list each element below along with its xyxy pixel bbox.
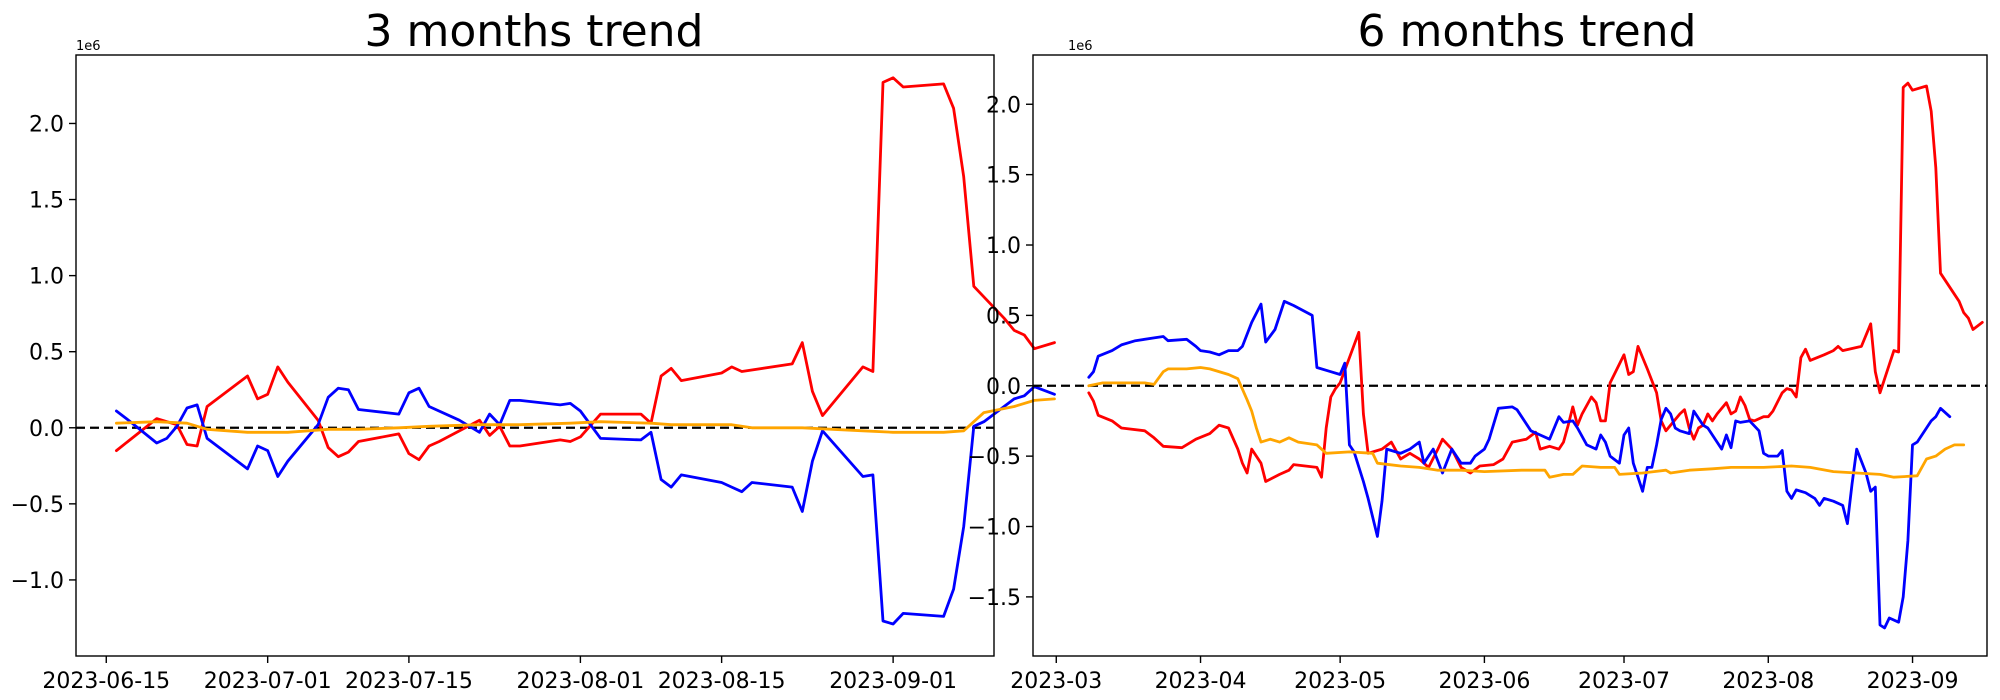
series-line-0 (115, 76, 1056, 462)
y-tick-label: 2.0 (29, 112, 64, 137)
series-line-2 (1087, 366, 1966, 479)
y-tick-label: 1.5 (986, 164, 1021, 189)
x-tick-label: 2023-06-15 (42, 669, 170, 694)
x-tick-label: 2023-08 (1722, 669, 1814, 694)
series-line-1 (115, 385, 1056, 626)
x-tick-label: 2023-03 (1010, 669, 1102, 694)
x-tick-label: 2023-06 (1438, 669, 1530, 694)
series-line-1 (1087, 299, 1952, 630)
y-tick-label: −1.0 (968, 516, 1021, 541)
y-tick-label: −0.5 (968, 445, 1021, 470)
y-tick-label: −1.0 (11, 569, 64, 594)
x-tick-label: 2023-07-15 (345, 669, 473, 694)
y-tick-label: 1.5 (29, 189, 64, 214)
plot-area: −1.0 −0.5 0.0 0.5 1.0 1.5 2.0 2023-06-15 2023-07… (11, 54, 1056, 694)
x-tick-label: 2023-05 (1294, 669, 1386, 694)
y-tick-label: 0.5 (986, 304, 1021, 329)
x-tick-label: 2023-09 (1867, 669, 1959, 694)
series-line-2 (115, 397, 1056, 434)
y-tick-label: 1.0 (986, 234, 1021, 259)
y-offset-text: 1e6 (76, 39, 101, 54)
x-tick-label: 2023-09-01 (829, 669, 957, 694)
y-tick-label: 1.0 (29, 265, 64, 290)
y-offset-text: 1e6 (1068, 39, 1093, 54)
y-tick-label: 0.0 (986, 375, 1021, 400)
x-tick-label: 2023-07-01 (204, 669, 332, 694)
x-tick-label: 2023-08-15 (658, 669, 786, 694)
chart-6-months: 6 months trend 1e6 −1.5 −1.0 −0.5 0.0 0.5 1.0… (968, 6, 1988, 694)
plot-area: −1.5 −1.0 −0.5 0.0 0.5 1.0 1.5 2.0 2023-03 2023-0… (968, 54, 1988, 694)
y-tick-label: 0.0 (29, 417, 64, 442)
y-tick-label: 2.0 (986, 93, 1021, 118)
x-tick-label: 2023-08-01 (516, 669, 644, 694)
chart-title: 6 months trend (1358, 6, 1697, 57)
chart-3-months: 3 months trend 1e6 −1.0 −0.5 0.0 0.5 1.0 1.5 2… (11, 6, 1056, 694)
series-line-0 (1087, 81, 1984, 483)
y-tick-label: −0.5 (11, 493, 64, 518)
x-tick-label: 2023-04 (1155, 669, 1247, 694)
axes-frame (75, 54, 995, 657)
axes-frame (1032, 54, 1988, 657)
y-tick-label: −1.5 (968, 586, 1021, 611)
y-tick-label: 0.5 (29, 341, 64, 366)
x-tick-label: 2023-07 (1578, 669, 1670, 694)
chart-title: 3 months trend (365, 6, 704, 57)
